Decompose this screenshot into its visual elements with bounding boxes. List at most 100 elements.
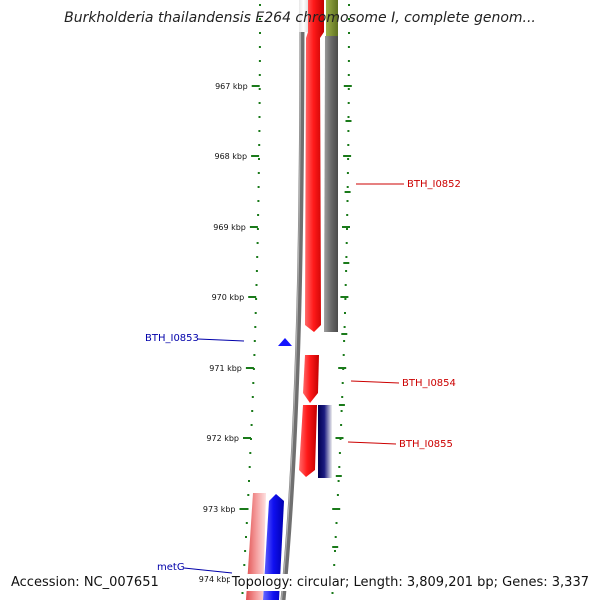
minor-tick-right bbox=[345, 120, 352, 122]
top-olive-segment bbox=[326, 0, 338, 36]
backbone-arc bbox=[280, 0, 305, 600]
ruler-dot-left bbox=[245, 522, 248, 524]
gene-label-bth-i0853[interactable]: BTH_I0853 bbox=[145, 333, 199, 344]
gene-label-bth-i0855[interactable]: BTH_I0855 bbox=[399, 439, 453, 450]
ruler-dot-left bbox=[256, 228, 259, 230]
ruler-dot-right bbox=[348, 18, 350, 20]
ruler-dot-right bbox=[342, 354, 345, 356]
pink-rrna-feature bbox=[246, 493, 266, 600]
minor-tick-right bbox=[338, 404, 345, 406]
ruler-dot-right bbox=[347, 130, 350, 132]
gene-bth-i0854-feature bbox=[303, 355, 319, 403]
major-tick-left bbox=[249, 226, 258, 228]
ruler-dot-right bbox=[347, 60, 350, 62]
ruler-dot-left bbox=[257, 214, 260, 216]
ruler-dot-right bbox=[344, 298, 347, 300]
ruler-dot-right bbox=[347, 74, 350, 76]
ruler-dot-right bbox=[347, 46, 350, 48]
ruler-dot-left bbox=[255, 284, 258, 286]
ruler-dot-left bbox=[254, 326, 257, 328]
gene-bth-i0855-feature bbox=[299, 405, 317, 477]
tick-label: 968 kbp bbox=[214, 152, 247, 161]
tick-label: 974 kbp bbox=[199, 575, 232, 584]
metg-leader bbox=[183, 567, 233, 574]
ruler-dot-right bbox=[334, 536, 337, 538]
ruler-dot-left bbox=[256, 242, 259, 244]
ruler-dot-right bbox=[333, 564, 336, 566]
ruler-dot-left bbox=[258, 46, 261, 48]
ruler-dot-left bbox=[251, 410, 254, 412]
major-tick-left bbox=[245, 367, 254, 369]
ruler-ticks: 967 kbp 968 kbp 969 kbp 970 kbp 971 kbp 972 k… bbox=[199, 82, 352, 584]
minor-tick-right bbox=[332, 546, 339, 548]
ruler-dot-left bbox=[249, 452, 252, 454]
ruler-dot-right bbox=[341, 396, 344, 398]
ruler-dot-left bbox=[252, 382, 255, 384]
ruler-dot-right bbox=[340, 410, 343, 412]
minor-tick-right bbox=[341, 333, 348, 335]
tick-label: 967 kbp bbox=[215, 82, 248, 91]
major-tick-right bbox=[335, 437, 344, 439]
minor-tick-right bbox=[335, 475, 342, 477]
backbone-arc-highlight bbox=[280, 0, 302, 600]
ruler-dot-right bbox=[341, 382, 344, 384]
ruler-dot-right bbox=[346, 228, 348, 230]
ruler-dot-left bbox=[255, 270, 258, 272]
gene-bth-i0852-feature bbox=[305, 0, 324, 332]
gene-bth-i0853-feature bbox=[278, 338, 292, 346]
ruler-dot-left bbox=[258, 144, 261, 146]
major-tick-right bbox=[342, 226, 350, 228]
map-title: Burkholderia thailandensis E264 chromoso… bbox=[64, 10, 536, 26]
tick-label: 969 kbp bbox=[213, 223, 246, 232]
ruler-dot-right bbox=[337, 480, 340, 482]
ruler-dot-right bbox=[347, 102, 350, 104]
bth-i0853-leader bbox=[197, 338, 245, 342]
major-tick-left bbox=[251, 85, 260, 87]
gene-label-bth-i0854[interactable]: BTH_I0854 bbox=[402, 378, 456, 389]
ruler-dot-right bbox=[347, 116, 350, 118]
ruler-dot-left bbox=[243, 564, 246, 566]
ruler-dot-left bbox=[258, 116, 261, 118]
tick-label: 971 kbp bbox=[209, 364, 242, 373]
top-white-segment bbox=[299, 0, 308, 32]
ruler-dot-left bbox=[259, 32, 261, 34]
ruler-dot-left bbox=[256, 256, 259, 258]
major-tick-right bbox=[343, 85, 352, 87]
ruler-dot-right bbox=[336, 494, 339, 496]
ruler-dot-right bbox=[347, 158, 350, 160]
ruler-dot-left bbox=[259, 4, 261, 6]
ruler-dot-left bbox=[258, 158, 260, 160]
ruler-dot-right bbox=[346, 214, 349, 216]
major-tick-left bbox=[248, 296, 257, 298]
ruler-dot-right bbox=[340, 424, 343, 426]
ruler-dot-left bbox=[250, 424, 253, 426]
major-tick-right bbox=[332, 508, 341, 510]
ruler-dot-left bbox=[244, 550, 247, 552]
tick-label: 972 kbp bbox=[206, 434, 239, 443]
tick-label: 973 kbp bbox=[203, 505, 236, 514]
ruler-dot-right bbox=[338, 452, 341, 454]
minor-tick-right bbox=[343, 262, 350, 264]
ruler-dot-right bbox=[346, 186, 349, 188]
ruler-dot-left bbox=[253, 354, 256, 356]
ruler-dot-right bbox=[344, 312, 346, 314]
tick-label: 970 kbp bbox=[212, 293, 245, 302]
minor-tick-right bbox=[344, 191, 351, 193]
ruler-dot-left bbox=[258, 130, 261, 132]
ruler-dot-right bbox=[347, 88, 350, 90]
ruler-dot-left bbox=[258, 74, 261, 76]
major-tick-right bbox=[340, 296, 349, 298]
ruler-dot-left bbox=[248, 466, 251, 468]
ruler-dot-left bbox=[248, 480, 250, 482]
gene-label-bth-i0852[interactable]: BTH_I0852 bbox=[407, 179, 461, 190]
ruler-dot-right bbox=[338, 466, 341, 468]
ruler-dot-right bbox=[347, 144, 350, 146]
ruler-dot-right bbox=[345, 256, 348, 258]
gene-metg-feature bbox=[263, 494, 284, 600]
ruler-dot-right bbox=[348, 4, 350, 6]
ruler-dot-left bbox=[251, 396, 254, 398]
ruler-dot-right bbox=[343, 340, 346, 342]
major-tick-left bbox=[243, 437, 251, 439]
gene-label-metg[interactable]: metG bbox=[157, 562, 185, 573]
